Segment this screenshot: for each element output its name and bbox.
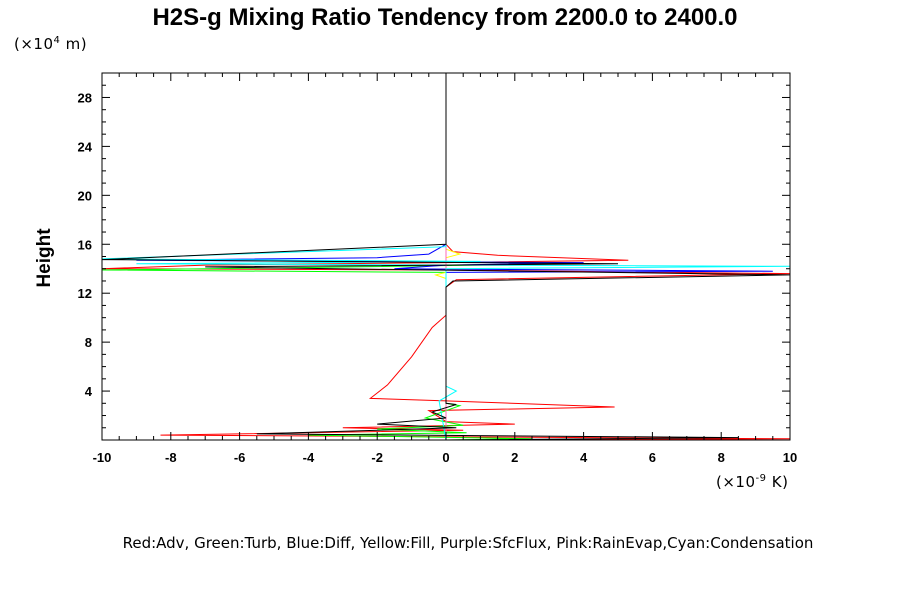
y-axis-title: Height	[34, 228, 55, 288]
y-tick-label: 28	[78, 90, 92, 105]
legend-caption: Red:Adv, Green:Turb, Blue:Diff, Yellow:F…	[123, 534, 814, 552]
y-tick-label: 20	[78, 188, 92, 203]
series-line-fill	[433, 73, 462, 440]
x-tick-label: 6	[649, 450, 656, 465]
x-tick-label: 8	[718, 450, 725, 465]
x-tick-label: 4	[580, 450, 588, 465]
series-line-diff	[136, 73, 773, 440]
x-unit-label: (×10-9 K)	[716, 473, 788, 491]
y-tick-label: 16	[78, 237, 92, 252]
x-tick-label: -4	[303, 450, 315, 465]
chart-title: H2S-g Mixing Ratio Tendency from 2200.0 …	[152, 4, 737, 31]
x-tick-label: -2	[371, 450, 383, 465]
series-line-adv	[102, 73, 790, 440]
plot-area	[102, 73, 790, 440]
y-tick-label: 4	[85, 384, 93, 399]
series-line-total	[102, 73, 790, 440]
x-tick-label: -6	[234, 450, 246, 465]
y-unit-label: (×104 m)	[14, 35, 87, 53]
x-tick-label: -8	[165, 450, 177, 465]
x-tick-label: 2	[511, 450, 518, 465]
x-tick-label: -10	[93, 450, 112, 465]
x-tick-label: 0	[442, 450, 449, 465]
x-tick-label: 10	[783, 450, 797, 465]
y-tick-label: 24	[78, 139, 93, 154]
plot-frame	[101, 72, 791, 441]
y-tick-label: 12	[78, 286, 92, 301]
y-tick-label: 8	[85, 335, 92, 350]
